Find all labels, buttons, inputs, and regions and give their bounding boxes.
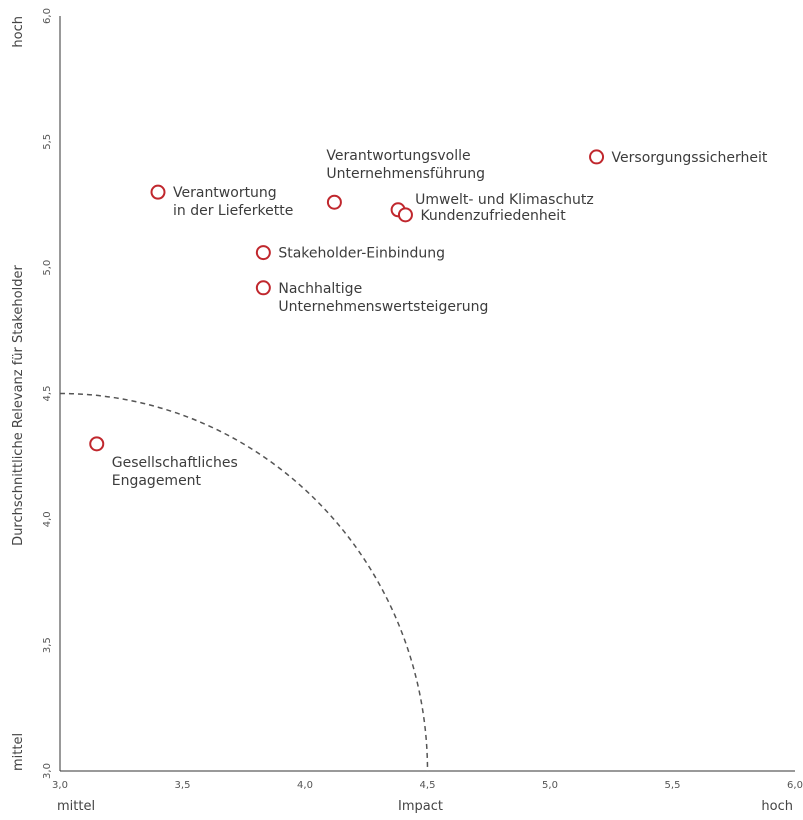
x-tick-label: 3,0 xyxy=(52,780,68,791)
x-tick-label: 4,5 xyxy=(420,780,436,791)
x-tick-label: 3,5 xyxy=(175,780,191,791)
y-axis-label: Durchschnittliche Relevanz für Stakehold… xyxy=(11,265,26,546)
x-axis-high-label: hoch xyxy=(761,799,793,814)
x-tick-label: 5,0 xyxy=(542,780,558,791)
data-point-label: Versorgungssicherheit xyxy=(612,150,768,166)
data-point-label: Gesellschaftliches Engagement xyxy=(112,455,238,489)
x-axis-label: Impact xyxy=(398,799,443,814)
data-point-label: Verantwortung in der Lieferkette xyxy=(173,185,293,219)
y-tick-label: 6,0 xyxy=(42,8,53,24)
x-axis-low-label: mittel xyxy=(57,799,95,814)
data-point-label: Stakeholder-Einbindung xyxy=(278,246,445,262)
threshold-arc xyxy=(59,392,429,772)
data-point-marker xyxy=(255,245,271,261)
data-point-label: Verantwortungsvolle Unternehmensführung xyxy=(326,148,485,182)
data-point-marker xyxy=(397,207,413,223)
data-point-label: Umwelt- und Klimaschutz xyxy=(415,192,594,208)
data-point-marker xyxy=(589,149,605,165)
data-point-label: Kundenzufriedenheit xyxy=(420,208,566,224)
y-tick-label: 4,0 xyxy=(42,511,53,527)
data-point-label: Nachhaltige Unternehmenswertsteigerung xyxy=(278,281,488,315)
y-tick-label: 3,0 xyxy=(42,763,53,779)
y-tick-label: 4,5 xyxy=(42,386,53,402)
data-points: Gesellschaftliches Engagement Verantwortun… xyxy=(89,148,768,489)
x-tick-label: 5,5 xyxy=(665,780,681,791)
y-tick-label: 5,0 xyxy=(42,260,53,276)
x-tick-label: 6,0 xyxy=(787,780,803,791)
y-tick-label: 3,5 xyxy=(42,637,53,653)
y-axis-high-label: hoch xyxy=(11,16,26,48)
data-point-marker xyxy=(326,194,342,210)
y-axis-low-label: mittel xyxy=(11,733,26,771)
x-tick-label: 4,0 xyxy=(297,780,313,791)
y-tick-label: 5,5 xyxy=(42,134,53,150)
data-point-marker xyxy=(255,280,271,296)
y-tick-labels: 3,0 3,5 4,0 4,5 5,0 5,5 6,0 xyxy=(42,8,53,779)
data-point-marker xyxy=(150,184,166,200)
data-point-marker xyxy=(89,436,105,452)
x-tick-labels: 3,0 3,5 4,0 4,5 5,0 5,5 6,0 xyxy=(52,780,803,791)
